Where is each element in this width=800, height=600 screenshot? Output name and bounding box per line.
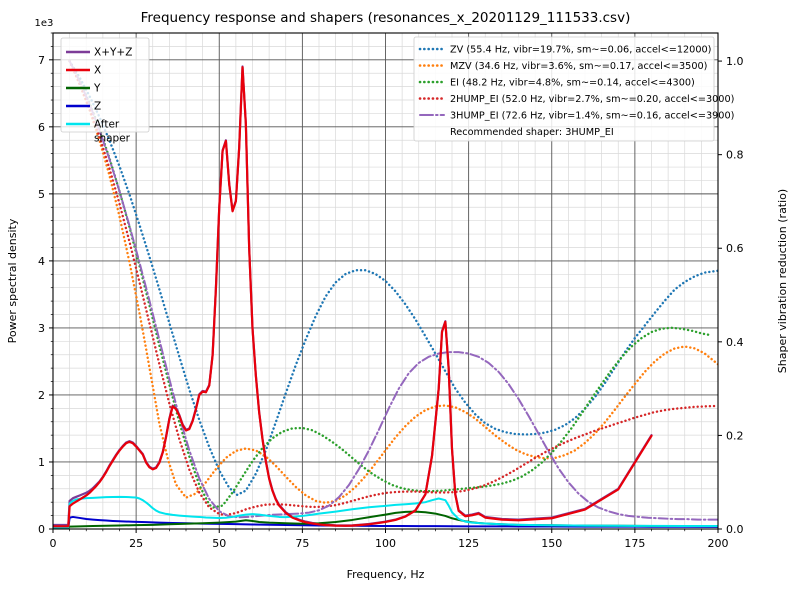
x-tick-label: 175 <box>624 537 645 550</box>
psd-legend-label: Z <box>94 101 101 113</box>
y2-tick-label: 0.2 <box>726 429 744 442</box>
shaper-legend[interactable]: ZV (55.4 Hz, vibr=19.7%, sm~=0.06, accel… <box>413 36 734 142</box>
shaper-legend-item-ei[interactable]: EI (48.2 Hz, vibr=4.8%, sm~=0.14, accel<… <box>418 78 695 89</box>
shaper-curve-ei <box>68 59 713 509</box>
secondary-y-axis-label: Shaper vibration reduction (ratio) <box>776 189 789 373</box>
x-tick-label: 100 <box>375 537 396 550</box>
psd-legend-label: shaper <box>94 133 131 145</box>
y-tick-label: 5 <box>38 188 45 201</box>
y-tick-label: 1 <box>38 456 45 469</box>
x-tick-label: 125 <box>458 537 479 550</box>
axis-ticks: 0 25 50 75 100 125 150 175 200 0 1 2 3 4 5 6 7 0.0 0.2 0.4 0… <box>38 32 744 550</box>
shaper-legend-item-mzv[interactable]: MZV (34.6 Hz, vibr=3.6%, sm~=0.17, accel… <box>418 61 707 72</box>
psd-legend-label: Y <box>93 83 101 95</box>
y-axis-offset-label: 1e3 <box>35 18 54 29</box>
y-tick-label: 7 <box>38 54 45 67</box>
shaper-legend-background <box>413 36 715 142</box>
psd-legend-item-x-y-z[interactable]: X+Y+Z <box>66 47 132 59</box>
psd-legend-label: X <box>94 65 101 77</box>
shaper-legend-item-3hump_ei[interactable]: 3HUMP_EI (72.6 Hz, vibr=1.4%, sm~=0.16, … <box>419 111 734 122</box>
psd-legend-label: X+Y+Z <box>94 47 132 59</box>
y2-tick-label: 0.6 <box>726 242 744 255</box>
y-axis-label: Power spectral density <box>6 218 19 343</box>
data-series-layer <box>53 59 718 529</box>
y-tick-label: 6 <box>38 121 45 134</box>
psd-curve-x <box>53 66 653 528</box>
psd-legend-item-y[interactable]: Y <box>66 83 101 95</box>
shaper-curve-mzv <box>68 59 718 505</box>
x-tick-label: 150 <box>541 537 562 550</box>
x-tick-label: 75 <box>295 537 309 550</box>
y2-tick-label: 0.4 <box>726 336 744 349</box>
shaper-legend-label: ZV (55.4 Hz, vibr=19.7%, sm~=0.06, accel… <box>450 45 711 56</box>
x-tick-label: 50 <box>212 537 226 550</box>
psd-curve-z <box>53 515 718 529</box>
x-tick-label: 0 <box>50 537 57 550</box>
psd-curve-after-shaper <box>53 495 718 529</box>
shaper-curve-2hump_ei <box>68 59 718 517</box>
psd-legend-item-after-shaper[interactable]: After shaper <box>66 119 131 145</box>
psd-legend-item-z[interactable]: Z <box>66 101 101 113</box>
recommended-shaper-note: Recommended shaper: 3HUMP_EI <box>450 127 614 138</box>
y2-tick-label: 0.0 <box>726 523 744 536</box>
x-axis-label: Frequency, Hz <box>347 568 425 581</box>
y-tick-label: 4 <box>38 255 45 268</box>
shaper-legend-label: 3HUMP_EI (72.6 Hz, vibr=1.4%, sm~=0.16, … <box>450 111 734 122</box>
y-tick-label: 0 <box>38 523 45 536</box>
x-tick-label: 200 <box>708 537 729 550</box>
y-tick-label: 3 <box>38 322 45 335</box>
page-title: Frequency response and shapers (resonanc… <box>141 10 631 26</box>
psd-legend-background <box>60 37 150 133</box>
y-tick-label: 2 <box>38 389 45 402</box>
shaper-legend-item-zv[interactable]: ZV (55.4 Hz, vibr=19.7%, sm~=0.06, accel… <box>418 45 711 56</box>
shaper-legend-label: EI (48.2 Hz, vibr=4.8%, sm~=0.14, accel<… <box>450 78 695 89</box>
y2-tick-label: 1.0 <box>726 55 744 68</box>
shaper-legend-item-2hump_ei[interactable]: 2HUMP_EI (52.0 Hz, vibr=2.7%, sm~=0.20, … <box>418 94 734 105</box>
shaper-legend-label: 2HUMP_EI (52.0 Hz, vibr=2.7%, sm~=0.20, … <box>450 94 734 105</box>
shaper-legend-label: MZV (34.6 Hz, vibr=3.6%, sm~=0.17, accel… <box>450 61 707 72</box>
psd-legend-label: After <box>94 119 120 131</box>
y2-tick-label: 0.8 <box>726 149 744 162</box>
psd-legend-item-x[interactable]: X <box>66 65 101 77</box>
shaper-curve-zv <box>68 59 718 497</box>
x-tick-label: 25 <box>129 537 143 550</box>
psd-legend[interactable]: X+Y+Z XYZ After shaper <box>60 37 150 145</box>
